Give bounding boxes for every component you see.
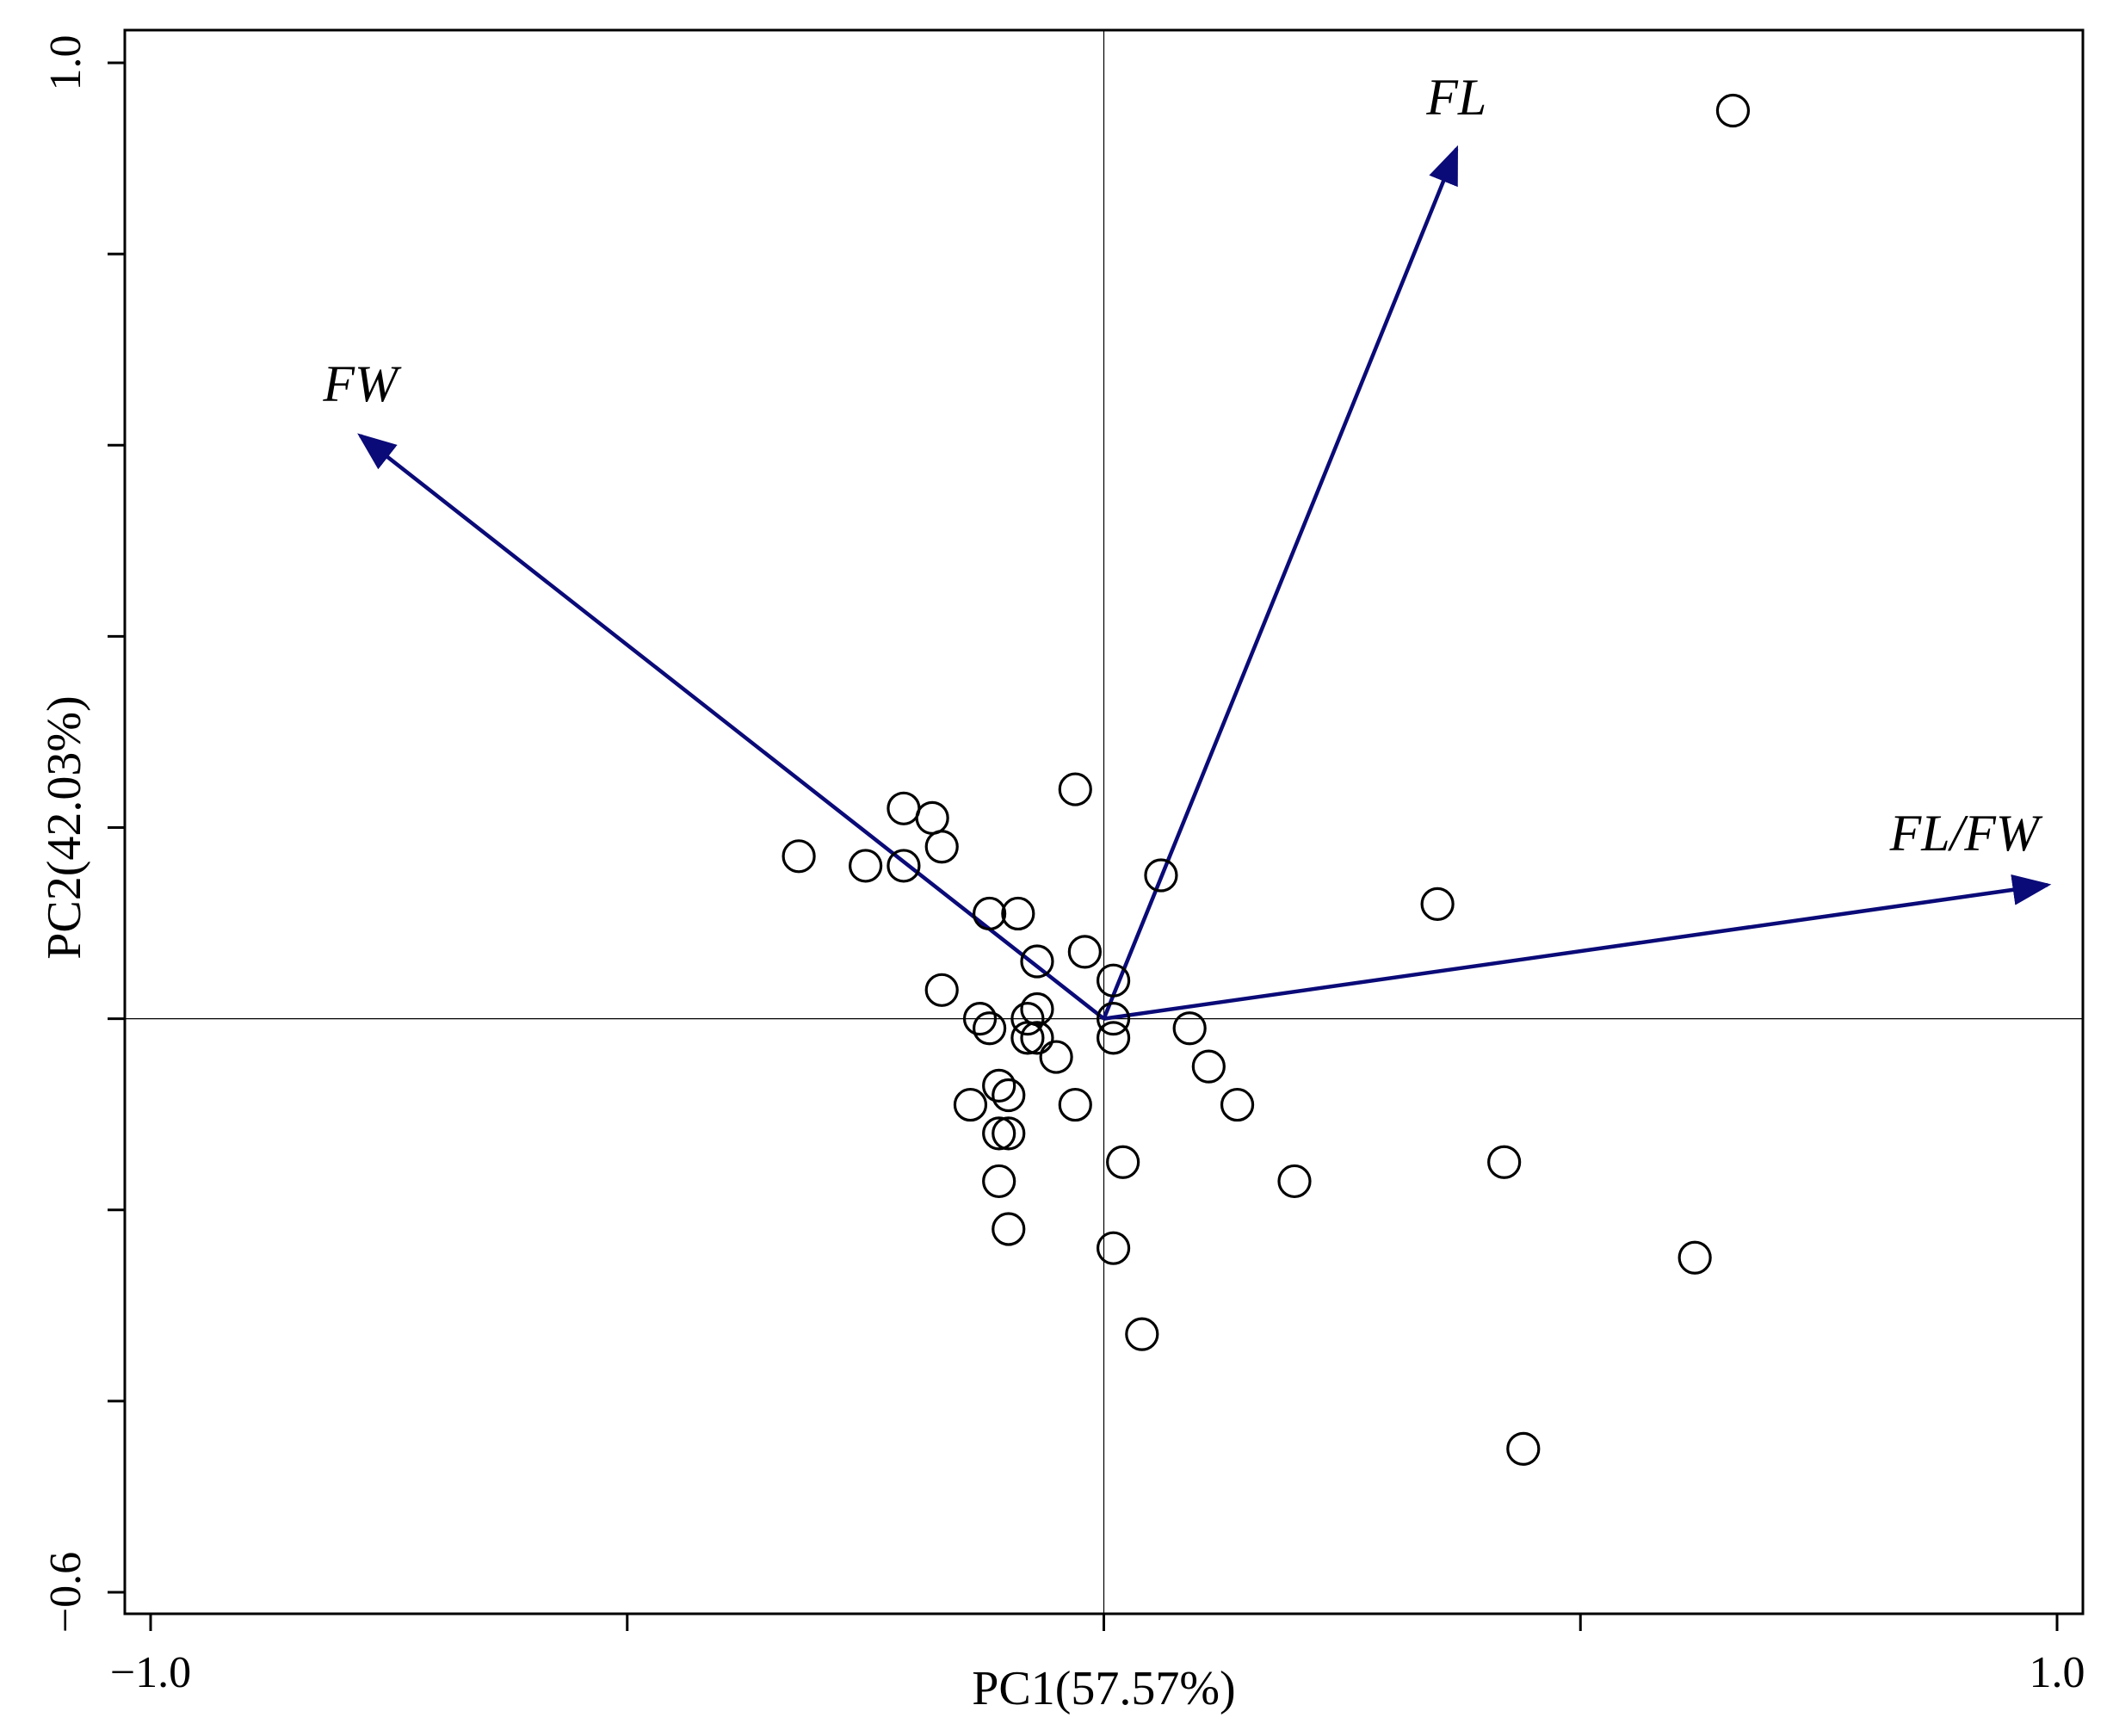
data-point — [1191, 1049, 1226, 1084]
data-point — [887, 849, 921, 883]
data-point — [1067, 935, 1102, 969]
vector-fl — [1102, 145, 1459, 1020]
data-point — [1039, 1040, 1073, 1074]
data-point — [962, 1002, 998, 1036]
data-point — [1677, 1240, 1712, 1275]
data-point — [1010, 1021, 1045, 1055]
data-point — [1058, 1087, 1092, 1122]
data-point — [1001, 896, 1035, 931]
data-point — [915, 800, 949, 835]
data-point — [1058, 772, 1092, 806]
data-point — [1096, 963, 1131, 998]
vector-fl-fw — [1103, 874, 2052, 1021]
x-tick-label: 1.0 — [2030, 1648, 2085, 1697]
data-point — [1125, 1317, 1159, 1351]
data-point — [972, 1011, 1007, 1046]
data-point — [1106, 1145, 1140, 1179]
data-point — [1020, 944, 1054, 979]
y-tick-label: −0.6 — [41, 1552, 90, 1633]
vector-label-fw: FW — [322, 355, 402, 412]
data-point — [1506, 1431, 1541, 1467]
data-point — [972, 896, 1007, 931]
data-point — [992, 1078, 1026, 1113]
data-point — [1172, 1011, 1207, 1046]
vector-fw — [357, 433, 1105, 1021]
y-tick-label: 1.0 — [41, 35, 90, 91]
data-point — [1096, 1002, 1131, 1036]
data-point — [924, 830, 959, 864]
data-point — [982, 1116, 1016, 1151]
data-point — [887, 791, 921, 825]
data-point — [1220, 1087, 1255, 1122]
x-axis-title: PC1(57.57%) — [972, 1662, 1235, 1715]
data-point — [1020, 1021, 1054, 1055]
data-point — [1277, 1164, 1312, 1199]
data-point — [1487, 1145, 1522, 1179]
data-point — [953, 1087, 988, 1122]
data-point — [782, 839, 816, 874]
data-point — [982, 1164, 1016, 1199]
data-point — [1096, 1231, 1131, 1265]
data-point — [1144, 858, 1178, 893]
data-point — [849, 849, 883, 883]
data-point — [992, 1116, 1026, 1151]
data-point — [1420, 887, 1455, 921]
x-tick-label: −1.0 — [110, 1648, 191, 1697]
vector-label-fl-fw: FL/FW — [1889, 805, 2043, 862]
y-axis-title: PC2(42.03%) — [38, 695, 91, 959]
data-point — [1020, 992, 1054, 1027]
data-point — [982, 1068, 1016, 1103]
vector-label-fl: FL — [1425, 69, 1486, 126]
data-point — [992, 1212, 1026, 1246]
data-point — [1096, 1021, 1131, 1055]
data-point — [924, 973, 959, 1007]
data-point — [1715, 93, 1751, 128]
data-point — [1010, 1002, 1045, 1036]
